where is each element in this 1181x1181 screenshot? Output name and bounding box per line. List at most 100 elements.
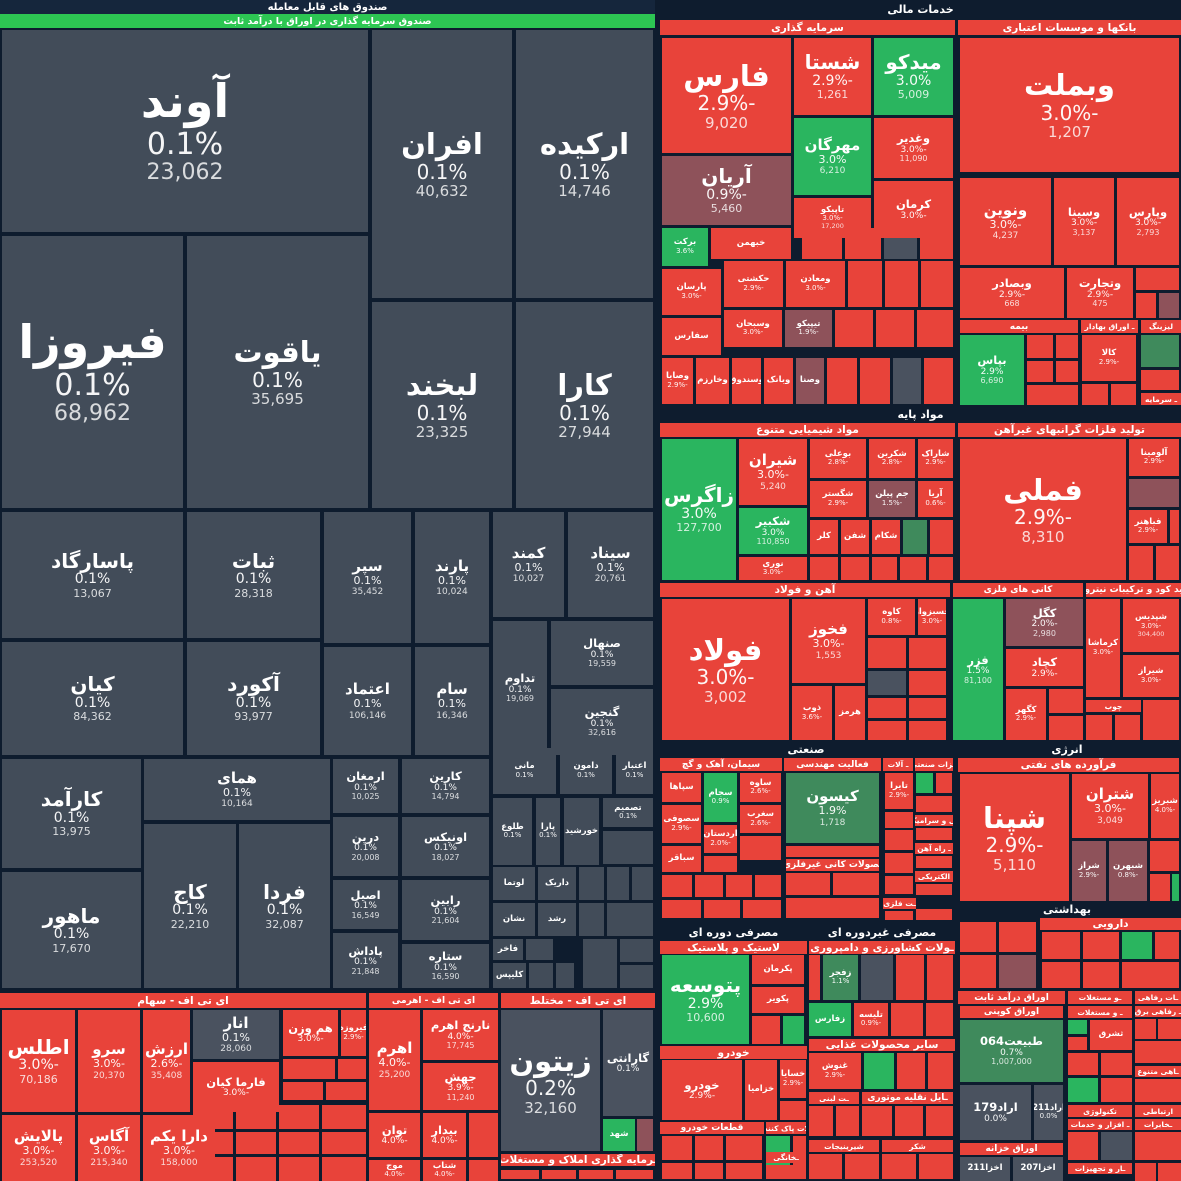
stock-tile[interactable]: فزر 1.5% 81,100 (953, 599, 1003, 740)
stock-tile-small[interactable] (1101, 1078, 1132, 1102)
stock-tile-small[interactable] (1158, 1163, 1181, 1181)
fund-tile[interactable]: کارا 0.1% 27,944 (516, 302, 653, 508)
stock-tile-small[interactable] (283, 1059, 335, 1079)
stock-tile[interactable]: وتجارت -2.9% 475 (1067, 268, 1133, 318)
stock-tile-small[interactable] (827, 358, 857, 404)
stock-tile[interactable]: شتران -3.0% 3,049 (1072, 774, 1148, 838)
stock-tile-small[interactable] (1129, 479, 1179, 507)
stock-tile-small[interactable] (891, 1003, 923, 1036)
stock-tile-small[interactable] (927, 955, 953, 1000)
stock-tile-small[interactable] (1111, 384, 1136, 405)
stock-tile-small[interactable] (662, 1163, 692, 1179)
stock-tile-small[interactable] (1158, 1019, 1181, 1039)
fund-tile[interactable]: سام 0.1% 16,346 (415, 647, 489, 755)
stock-tile[interactable]: وصنا (796, 358, 824, 404)
fund-tile[interactable]: همای 0.1% 10,164 (144, 759, 330, 820)
stock-tile-small[interactable] (916, 884, 952, 895)
fund-tile[interactable]: کیان 0.1% 84,362 (2, 642, 183, 755)
stock-tile-small[interactable] (1122, 932, 1152, 959)
stock-tile-small[interactable] (999, 922, 1036, 952)
stock-tile-small[interactable] (1143, 700, 1179, 740)
stock-tile[interactable]: اردستان -2.0% (704, 825, 737, 853)
stock-tile[interactable]: وبصادر -2.9% 668 (960, 268, 1064, 318)
stock-tile-small[interactable] (529, 963, 553, 988)
stock-tile-small[interactable] (740, 836, 781, 860)
stock-tile[interactable]: فملی -2.9% 8,310 (960, 439, 1126, 580)
stock-tile[interactable]: مهرگان 3.0% 6,210 (794, 118, 871, 195)
fund-tile[interactable]: ماهور 0.1% 17,670 (2, 872, 141, 988)
stock-tile[interactable]: ومعادن -3.0% (786, 261, 845, 307)
fund-tile[interactable]: خورشید (564, 798, 599, 865)
stock-tile[interactable]: شیراز -3.0% (1123, 655, 1179, 697)
stock-tile[interactable]: شیران -3.0% 5,240 (739, 439, 807, 505)
stock-tile[interactable]: غنوش -2.9% (809, 1053, 861, 1089)
stock-tile-small[interactable] (900, 557, 926, 580)
stock-tile[interactable]: وصایا -2.9% (662, 358, 693, 404)
stock-tile-small[interactable] (1150, 841, 1179, 871)
stock-tile-small[interactable] (469, 1113, 498, 1157)
fund-tile[interactable]: مانی 0.1% (493, 748, 556, 794)
stock-tile[interactable]: انار 0.1% 28,060 (193, 1010, 279, 1059)
stock-tile[interactable]: وخارزم (696, 358, 729, 404)
stock-tile-small[interactable] (726, 1136, 762, 1160)
stock-tile[interactable]: سغرب -2.6% (740, 805, 781, 833)
fund-tile[interactable]: کارآمد 0.1% 13,975 (2, 759, 141, 868)
fund-tile[interactable]: درین 0.1% 20,008 (333, 817, 398, 876)
fund-tile[interactable]: کاج 0.1% 22,210 (144, 824, 236, 988)
stock-tile-small[interactable] (1159, 293, 1179, 318)
stock-tile-small[interactable] (726, 1163, 762, 1179)
stock-tile-small[interactable] (916, 773, 933, 793)
stock-tile-small[interactable] (845, 1154, 879, 1179)
stock-tile[interactable]: کالا -2.9% (1082, 335, 1136, 381)
stock-tile[interactable]: زفجر 1.1% (823, 955, 858, 1000)
stock-tile[interactable]: زفارس (809, 1003, 851, 1036)
stock-tile-small[interactable] (338, 1059, 366, 1079)
stock-tile[interactable]: اخزا207 (1013, 1157, 1063, 1181)
stock-tile[interactable]: اخزا211 (960, 1157, 1010, 1181)
stock-tile[interactable]: کیسون 1.9% 1,718 (786, 773, 879, 843)
stock-tile-small[interactable] (780, 1101, 806, 1120)
stock-tile-small[interactable] (921, 261, 953, 307)
stock-tile-small[interactable] (916, 796, 952, 812)
fund-tile[interactable]: ارمغان 0.1% 10,025 (333, 759, 398, 813)
stock-tile[interactable]: جم پیلن -1.5% (869, 481, 915, 517)
stock-tile-small[interactable] (1136, 293, 1156, 318)
stock-tile-small[interactable] (1082, 384, 1108, 405)
stock-tile-small[interactable] (279, 1105, 319, 1129)
stock-tile[interactable]: ارزش -2.6% 35,408 (143, 1010, 190, 1112)
stock-tile-small[interactable] (868, 721, 906, 740)
stock-tile[interactable]: سصوفی -2.9% (662, 805, 701, 843)
fund-tile[interactable]: آکورد 0.1% 93,977 (187, 642, 320, 755)
stock-tile-small[interactable] (1083, 932, 1119, 959)
fund-tile[interactable]: فیروزا 0.1% 68,962 (2, 236, 183, 508)
stock-tile[interactable]: اراد2110.0% (1034, 1085, 1063, 1140)
stock-tile-small[interactable] (999, 955, 1036, 988)
stock-tile[interactable]: کگل -2.0% 2,980 (1006, 599, 1083, 646)
stock-tile[interactable]: برکت 3.6% (662, 228, 708, 266)
stock-tile-small[interactable] (1027, 385, 1078, 405)
stock-tile-small[interactable] (1115, 715, 1140, 740)
stock-tile-small[interactable] (936, 773, 952, 793)
stock-tile[interactable]: فخوز -3.0% 1,553 (792, 599, 865, 683)
fund-tile[interactable]: اصیل 0.1% 16,549 (333, 880, 398, 929)
stock-tile[interactable]: نوری -3.0% (739, 557, 807, 580)
stock-tile-small[interactable] (620, 965, 653, 988)
stock-tile[interactable]: کاوه -0.8% (868, 599, 915, 635)
stock-tile-small[interactable] (1083, 962, 1119, 988)
stock-tile-small[interactable] (743, 900, 781, 918)
stock-tile-small[interactable] (864, 1053, 894, 1089)
stock-tile[interactable]: نارنج اهرم -4.0% 17,745 (423, 1010, 498, 1060)
stock-tile[interactable]: سجام 0.9% (704, 773, 737, 822)
stock-tile-small[interactable] (607, 867, 629, 900)
stock-tile[interactable]: بیدار -4.0% (423, 1113, 466, 1157)
stock-tile-small[interactable] (326, 1082, 366, 1100)
fund-tile[interactable]: کمند 0.1% 10,027 (493, 512, 564, 617)
stock-tile[interactable]: کچاد -2.9% (1006, 649, 1083, 686)
stock-tile[interactable]: شپنا -2.9% 5,110 (960, 774, 1069, 901)
stock-tile-small[interactable] (848, 261, 882, 307)
stock-tile[interactable]: جهش -3.9% 11,240 (423, 1063, 498, 1110)
stock-tile[interactable]: فباهنر -2.9% (1129, 510, 1167, 543)
stock-tile-small[interactable] (1150, 874, 1170, 901)
stock-tile-small[interactable] (810, 557, 838, 580)
fund-tile[interactable]: داریک (538, 867, 576, 900)
